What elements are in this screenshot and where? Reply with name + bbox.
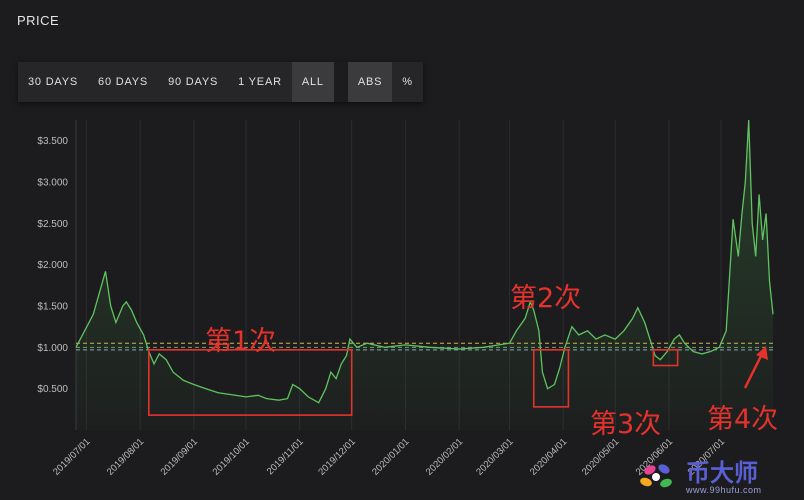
y-axis-labels: $0.500 $1.000 $1.500 $2.000 $2.500 $3.000 $3.5… (37, 136, 68, 395)
watermark-url: www.99hufu.com (686, 485, 762, 495)
x-tick-label: 2019/12/01 (316, 436, 357, 477)
annotation-arrowhead (756, 346, 768, 360)
mode-percent-button[interactable]: % (392, 62, 423, 102)
annotation-box (148, 349, 353, 416)
x-tick-label: 2019/11/01 (265, 436, 306, 477)
annotation-label: 第2次 (510, 283, 581, 314)
flower-logo-icon (640, 464, 672, 488)
x-tick-label: 2019/08/01 (105, 436, 146, 477)
annotation-arrow (743, 351, 765, 389)
y-tick-label: $2.000 (37, 260, 68, 271)
x-tick-label: 2020/03/01 (474, 436, 515, 477)
annotation-label: 第1次 (205, 326, 276, 357)
y-tick-label: $1.500 (37, 302, 68, 313)
page-title: PRICE (17, 13, 60, 28)
range-60-days-button[interactable]: 60 DAYS (88, 62, 159, 102)
annotation-box (532, 349, 570, 408)
range-90-days-button[interactable]: 90 DAYS (158, 62, 229, 102)
x-tick-label: 2020/01/01 (370, 436, 411, 477)
x-tick-label: 2020/05/01 (580, 436, 621, 477)
range-all-button[interactable]: ALL (291, 62, 334, 102)
mode-group: ABS % (347, 62, 423, 102)
range-30-days-button[interactable]: 30 DAYS (18, 62, 89, 102)
y-tick-label: $3.500 (37, 136, 68, 147)
annotation-label: 第4次 (707, 404, 778, 435)
annotation-box (652, 349, 679, 367)
x-tick-label: 2020/04/01 (528, 436, 569, 477)
annotation-label: 第3次 (590, 409, 661, 440)
y-tick-label: $2.500 (37, 219, 68, 230)
x-axis-labels: 2019/07/01 2019/08/01 2019/09/01 2019/10/01… (51, 436, 727, 477)
mode-abs-button[interactable]: ABS (347, 62, 393, 102)
range-1-year-button[interactable]: 1 YEAR (228, 62, 292, 102)
price-line (75, 119, 774, 404)
x-tick-label: 2019/10/01 (211, 436, 252, 477)
watermark-logo: 币大师 www.99hufu.com (636, 460, 762, 496)
y-tick-label: $3.000 (37, 178, 68, 189)
price-area (76, 120, 773, 430)
range-toolbar: 30 DAYS 60 DAYS 90 DAYS 1 YEAR ALL ABS % (18, 62, 423, 102)
y-tick-label: $0.500 (37, 384, 68, 395)
x-tick-label: 2020/02/01 (424, 436, 465, 477)
time-range-group: 30 DAYS 60 DAYS 90 DAYS 1 YEAR ALL (18, 62, 334, 102)
watermark-name: 币大师 (686, 459, 758, 487)
x-tick-label: 2019/07/01 (51, 436, 92, 477)
y-tick-label: $1.000 (37, 343, 68, 354)
toolbar-divider (333, 62, 348, 102)
x-tick-label: 2019/09/01 (159, 436, 200, 477)
